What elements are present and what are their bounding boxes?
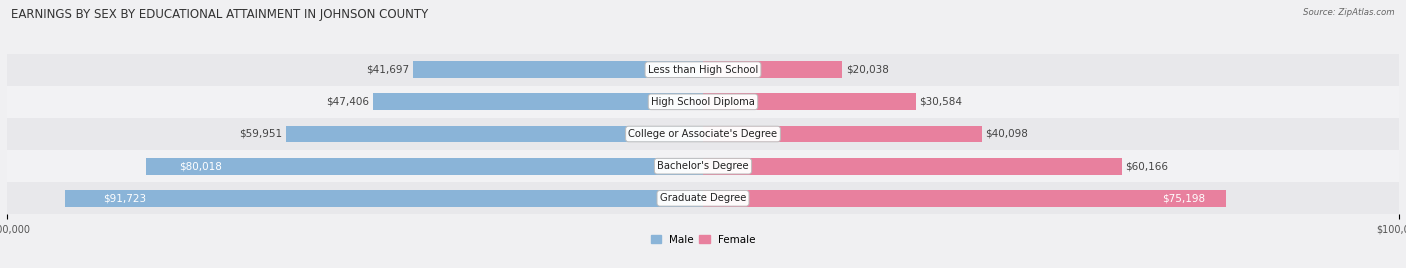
Bar	[703, 94, 915, 110]
Text: Less than High School: Less than High School	[648, 65, 758, 75]
Text: Bachelor's Degree: Bachelor's Degree	[657, 161, 749, 171]
Text: EARNINGS BY SEX BY EDUCATIONAL ATTAINMENT IN JOHNSON COUNTY: EARNINGS BY SEX BY EDUCATIONAL ATTAINMEN…	[11, 8, 429, 21]
Text: $47,406: $47,406	[326, 97, 370, 107]
Bar	[7, 54, 1399, 86]
Text: $60,166: $60,166	[1125, 161, 1168, 171]
Text: $59,951: $59,951	[239, 129, 283, 139]
Text: $41,697: $41,697	[366, 65, 409, 75]
Legend: Male, Female: Male, Female	[651, 234, 755, 245]
Bar	[703, 158, 1122, 174]
Text: College or Associate's Degree: College or Associate's Degree	[628, 129, 778, 139]
Bar	[373, 94, 703, 110]
Text: $40,098: $40,098	[986, 129, 1028, 139]
Text: High School Diploma: High School Diploma	[651, 97, 755, 107]
Text: Graduate Degree: Graduate Degree	[659, 193, 747, 203]
Bar	[703, 190, 1226, 207]
Text: $75,198: $75,198	[1163, 193, 1205, 203]
Text: $20,038: $20,038	[846, 65, 889, 75]
Bar	[703, 126, 981, 142]
Bar	[7, 118, 1399, 150]
Text: $80,018: $80,018	[180, 161, 222, 171]
Bar	[413, 61, 703, 78]
Bar	[146, 158, 703, 174]
Bar	[7, 182, 1399, 214]
Bar	[703, 61, 842, 78]
Text: $91,723: $91,723	[103, 193, 146, 203]
Bar	[7, 86, 1399, 118]
Text: $30,584: $30,584	[920, 97, 962, 107]
Bar	[65, 190, 703, 207]
Text: Source: ZipAtlas.com: Source: ZipAtlas.com	[1303, 8, 1395, 17]
Bar	[7, 150, 1399, 182]
Bar	[285, 126, 703, 142]
